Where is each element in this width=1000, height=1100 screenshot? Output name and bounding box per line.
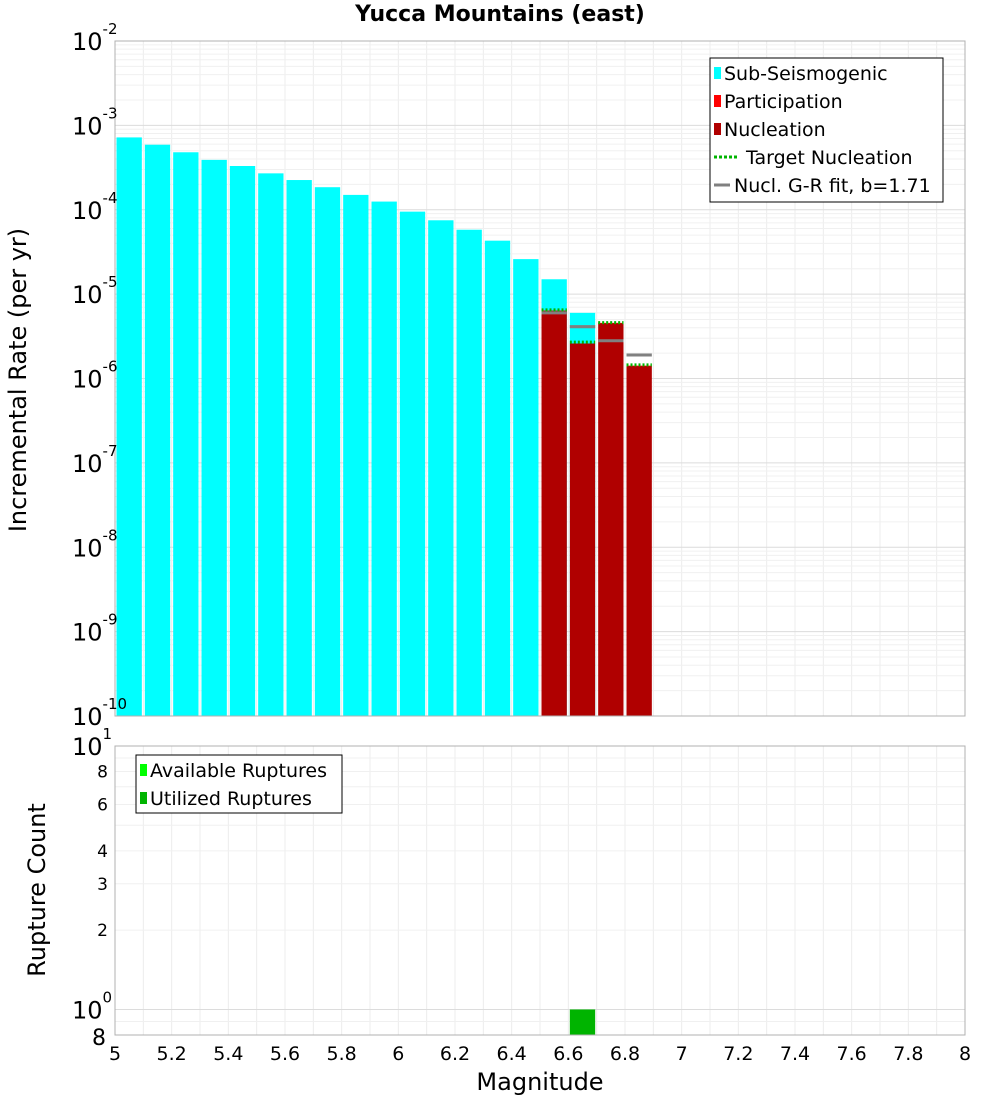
y-tick-exponent: -4 <box>103 189 118 207</box>
legend-swatch <box>714 123 721 135</box>
x-tick-label: 5 <box>109 1043 121 1065</box>
legend-label: Sub-Seismogenic <box>724 63 888 85</box>
x-tick-label: 7.8 <box>893 1043 923 1065</box>
legend-label: Target Nucleation <box>745 147 913 169</box>
bottom-bars <box>569 1009 596 1035</box>
sub-seismogenic-bar <box>258 173 284 716</box>
sub-seismogenic-bar <box>484 240 511 717</box>
sub-seismogenic-bar <box>144 144 171 717</box>
nucleation-bar <box>626 366 652 716</box>
legend-box <box>709 57 944 203</box>
x-tick-label: 8 <box>959 1043 971 1065</box>
y-tick-exponent: -8 <box>103 526 118 544</box>
y-tick-label: 8 <box>97 763 108 783</box>
legend-swatch <box>140 792 147 804</box>
y-tick-exponent: -7 <box>103 442 118 460</box>
x-tick-label: 6 <box>392 1043 404 1065</box>
y-tick-label: 8 <box>92 1026 106 1051</box>
y-tick-exponent: 1 <box>103 725 113 743</box>
legend-swatch <box>714 67 721 79</box>
chart-title: Yucca Mountains (east) <box>355 2 645 27</box>
nucleation-bar <box>569 343 596 716</box>
bottom-legend: Available Ruptures Utilized Ruptures <box>135 754 343 814</box>
legend-label: Nucl. G-R fit, b=1.71 <box>734 175 931 197</box>
legend-label: Available Ruptures <box>150 760 327 782</box>
sub-seismogenic-bar <box>513 259 539 716</box>
y-tick-exponent: -5 <box>103 273 118 291</box>
x-tick-label: 5.2 <box>157 1043 187 1065</box>
y-tick-exponent: -2 <box>103 20 118 38</box>
utilized-ruptures-bar <box>569 1009 596 1035</box>
sub-seismogenic-bar <box>343 194 369 716</box>
nucleation-bar <box>598 323 624 716</box>
x-tick-label: 7 <box>676 1043 688 1065</box>
x-axis: 5 5.2 5.4 5.6 5.8 6 6.2 6.4 6.6 6.8 7 7.2 7.4 7.6 7.8 8 <box>109 1043 971 1065</box>
y-tick-label: 4 <box>97 842 108 862</box>
legend-label: Utilized Ruptures <box>150 788 312 810</box>
y-tick-label: 10-7 <box>72 442 118 478</box>
sub-seismogenic-bar <box>286 180 312 716</box>
y-tick-label: 100 <box>72 988 112 1024</box>
top-y-axis-label: Incremental Rate (per yr) <box>4 228 32 532</box>
x-tick-label: 6.2 <box>440 1043 470 1065</box>
y-tick-label: 10-8 <box>72 526 118 562</box>
y-tick-label: 10-3 <box>72 104 118 140</box>
legend-swatch <box>714 95 721 107</box>
legend-label: Participation <box>724 91 843 113</box>
sub-seismogenic-bar <box>371 201 397 716</box>
nucleation-bar <box>541 311 567 716</box>
sub-seismogenic-bar <box>201 159 227 717</box>
x-tick-label: 6.6 <box>553 1043 583 1065</box>
y-tick-exponent: -3 <box>103 104 118 122</box>
y-tick-label: 3 <box>97 875 108 895</box>
x-tick-label: 6.8 <box>610 1043 640 1065</box>
y-tick-label: 2 <box>97 921 108 941</box>
sub-seismogenic-bar <box>173 152 199 716</box>
y-tick-exponent: 0 <box>103 988 113 1006</box>
sub-seismogenic-bar <box>229 166 256 717</box>
x-tick-label: 5.8 <box>327 1043 357 1065</box>
y-tick-exponent: -6 <box>103 358 118 376</box>
y-tick-label: 6 <box>97 795 108 815</box>
sub-seismogenic-bar <box>399 211 426 716</box>
x-tick-label: 6.4 <box>497 1043 527 1065</box>
x-tick-label: 5.6 <box>270 1043 300 1065</box>
x-tick-label: 7.2 <box>723 1043 753 1065</box>
sub-seismogenic-bar <box>428 220 454 717</box>
sub-seismogenic-bar <box>116 137 142 716</box>
top-bars <box>116 137 652 717</box>
x-tick-label: 7.6 <box>837 1043 867 1065</box>
sub-seismogenic-bar <box>314 187 341 716</box>
top-lines <box>541 308 652 367</box>
x-axis-label: Magnitude <box>476 1068 603 1096</box>
legend-box <box>135 754 343 814</box>
top-plot-frame <box>114 40 966 717</box>
bottom-y-axis-label: Rupture Count <box>23 803 51 977</box>
y-tick-label: 10-5 <box>72 273 118 309</box>
y-tick-label: 10-9 <box>72 611 118 647</box>
legend-label: Nucleation <box>724 119 826 141</box>
x-tick-label: 5.4 <box>213 1043 243 1065</box>
y-tick-label: 10-4 <box>72 189 118 225</box>
y-tick-exponent: -10 <box>103 695 128 713</box>
y-tick-label: 10-2 <box>72 20 118 56</box>
y-tick-label: 10-6 <box>72 358 118 394</box>
top-legend: Sub-Seismogenic Participation Nucleation Ta… <box>709 57 944 203</box>
bottom-plot-frame <box>114 745 966 1036</box>
top-grid <box>115 41 966 717</box>
y-tick-exponent: -9 <box>103 611 118 629</box>
legend-swatch <box>140 764 147 776</box>
sub-seismogenic-bar <box>456 229 482 717</box>
x-tick-label: 7.4 <box>780 1043 810 1065</box>
